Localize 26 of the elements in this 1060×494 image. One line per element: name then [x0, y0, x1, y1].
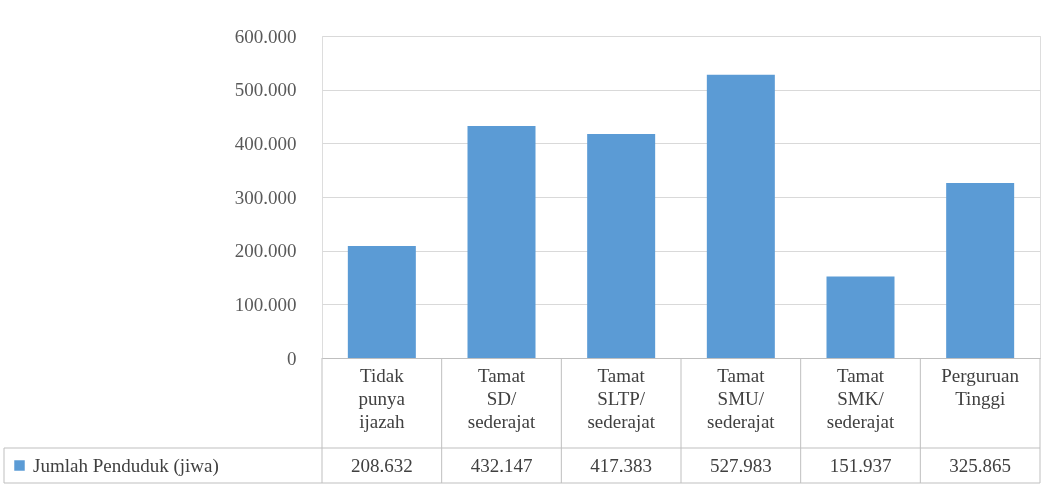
y-tick-label: 600.000: [234, 25, 297, 47]
data-label: 325.865: [949, 455, 1012, 476]
data-label: 208.632: [350, 455, 413, 476]
x-tick-label: Tamat SMK/ sederajat: [826, 364, 895, 432]
y-tick-label: 500.000: [234, 79, 297, 101]
x-tick-label: Tamat SLTP/ sederajat: [587, 364, 656, 432]
bar: [467, 126, 536, 358]
bar: [826, 276, 895, 358]
bar: [706, 74, 775, 358]
legend-label: Jumlah Penduduk (jiwa): [33, 454, 219, 477]
y-tick-label: 100.000: [234, 293, 297, 315]
data-label: 417.383: [590, 455, 653, 476]
x-tick-label: Perguruan Tinggi: [941, 364, 1020, 409]
data-label: 527.983: [709, 455, 772, 476]
data-label: 151.937: [829, 455, 892, 476]
x-tick-label: Tamat SD/ sederajat: [467, 364, 536, 432]
y-tick-label: 0: [287, 347, 297, 369]
data-label: 432.147: [470, 455, 533, 476]
y-tick-label: 400.000: [234, 132, 297, 154]
y-tick-label: 200.000: [234, 240, 297, 262]
y-tick-label: 300.000: [234, 186, 297, 208]
x-tick-label: Tidak punya ijazah: [358, 364, 406, 432]
bar: [587, 134, 656, 358]
bar: [946, 183, 1015, 358]
x-tick-label: Tamat SMU/ sederajat: [707, 364, 776, 432]
bar: [347, 246, 416, 358]
